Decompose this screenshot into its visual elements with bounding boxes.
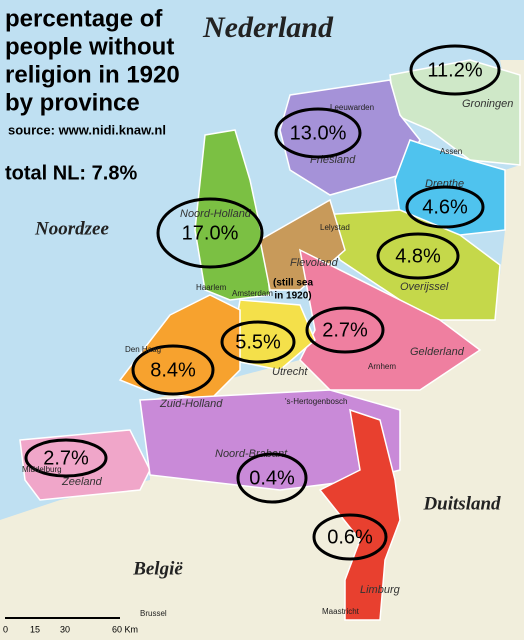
scale-label: 30 — [60, 624, 70, 634]
province-name: Limburg — [360, 584, 401, 596]
place: 's-Hertogenbosch — [285, 397, 347, 406]
place: Arnhem — [368, 362, 396, 371]
value-ring — [409, 44, 501, 96]
value-ring — [24, 438, 108, 478]
province-name: Zeeland — [61, 476, 103, 488]
province-zeeland — [19, 429, 151, 501]
place: Leeuwarden — [330, 103, 374, 112]
value-ring — [236, 452, 308, 504]
country-label: Nederland — [202, 11, 334, 44]
value-ring — [376, 232, 460, 280]
province-noord-holland — [194, 129, 271, 301]
province-value: 13.0% — [290, 122, 347, 144]
value-ring — [405, 185, 485, 229]
sea-label: Noordzee — [34, 218, 109, 239]
value-ring — [156, 197, 264, 269]
province-value: 8.4% — [150, 359, 196, 381]
province-value: 17.0% — [182, 222, 239, 244]
total: total NL: 7.8% — [5, 162, 137, 184]
source: source: www.nidi.knaw.nl — [8, 122, 166, 137]
place: Middelburg — [22, 465, 62, 474]
place: Lelystad — [320, 223, 350, 232]
title-line: religion in 1920 — [5, 61, 180, 88]
province-value: 2.7% — [43, 447, 89, 469]
province-name: Utrecht — [272, 366, 308, 378]
province-name: Flevoland — [290, 257, 339, 269]
province-name: Gelderland — [410, 346, 465, 358]
province-value: 0.4% — [249, 467, 295, 489]
places: Leeuwarden Assen Haarlem Amsterdam Den H… — [22, 103, 462, 618]
place: Den Haag — [125, 345, 161, 354]
province-value: 0.6% — [327, 526, 373, 548]
place: Assen — [440, 147, 462, 156]
value-ring — [305, 306, 385, 354]
scale-label: 60 Km — [112, 624, 138, 634]
place: Maastricht — [322, 607, 360, 616]
flevoland-note: (still sea — [273, 278, 313, 289]
province-name: Zuid-Holland — [159, 398, 223, 410]
province-name: Noord-Brabant — [215, 448, 288, 460]
neighbor-label: België — [132, 558, 183, 579]
province-name: Overijssel — [400, 281, 449, 293]
neighbor-label: Duitsland — [422, 493, 501, 514]
province-value: 4.8% — [395, 245, 441, 267]
title-line: people without — [5, 33, 174, 60]
title-line: by province — [5, 89, 140, 116]
title-line: percentage of — [5, 5, 163, 32]
value-ring — [312, 513, 388, 561]
place: Amsterdam — [232, 289, 273, 298]
province-name: Noord-Holland — [180, 208, 252, 220]
scale-label: 0 — [3, 624, 8, 634]
scale-label: 15 — [30, 624, 40, 634]
place: Brussel — [140, 609, 167, 618]
value-ring — [274, 107, 362, 159]
province-value: 2.7% — [322, 319, 368, 341]
value-ring — [220, 320, 296, 364]
value-ring — [131, 344, 215, 396]
province-value: 11.2% — [427, 59, 482, 81]
province-value: 4.6% — [422, 196, 468, 218]
flevoland-note: in 1920) — [274, 291, 311, 302]
province-name: Groningen — [462, 98, 513, 110]
province-overijssel — [318, 209, 501, 321]
place: Haarlem — [196, 283, 227, 292]
province-value: 5.5% — [235, 331, 281, 353]
